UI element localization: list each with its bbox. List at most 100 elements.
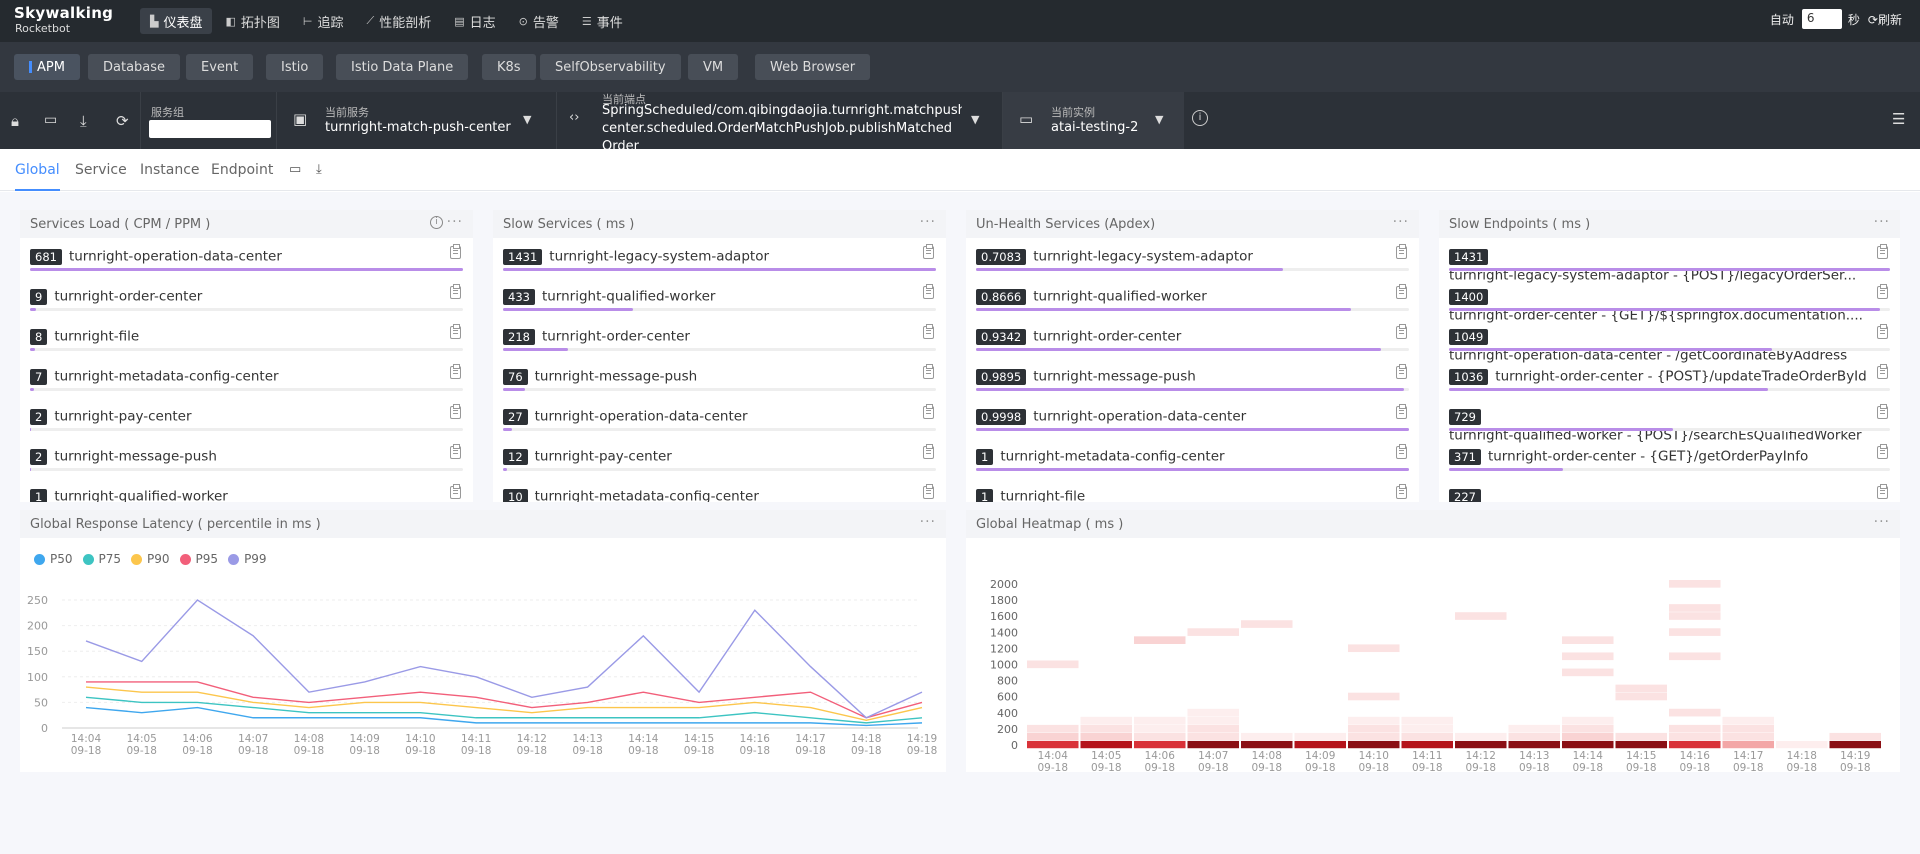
list-item[interactable]: 729 turnright-qualified-worker - {POST}/s…: [1439, 398, 1900, 444]
more-icon[interactable]: ···: [1873, 514, 1890, 530]
list-item[interactable]: 1 turnright-file: [966, 478, 1419, 502]
list-item[interactable]: 1 turnright-metadata-config-center: [966, 438, 1419, 478]
clipboard-icon[interactable]: [923, 444, 934, 459]
list-item[interactable]: 2 turnright-pay-center: [20, 398, 473, 438]
clipboard-icon[interactable]: [450, 284, 461, 299]
clipboard-icon[interactable]: [1877, 324, 1888, 339]
clipboard-icon[interactable]: [450, 324, 461, 339]
list-item[interactable]: 681 turnright-operation-data-center: [20, 238, 473, 278]
service-selector[interactable]: ▣ 当前服务 turnright-match-push-center ▼: [276, 92, 546, 149]
legend-item[interactable]: P90: [131, 552, 170, 566]
nav-item-5[interactable]: ⊙ 告警: [509, 8, 569, 34]
folder-icon[interactable]: ▭: [289, 162, 302, 177]
refresh-button[interactable]: ⟳刷新: [1868, 11, 1902, 28]
refresh-interval-input[interactable]: 6: [1801, 9, 1842, 29]
nav-item-3[interactable]: ⟋ 性能剖析: [357, 8, 442, 34]
tag-3[interactable]: Istio: [266, 54, 324, 80]
clipboard-icon[interactable]: [1877, 404, 1888, 419]
tag-5[interactable]: K8s: [482, 54, 536, 80]
folder-icon[interactable]: ▭: [44, 112, 58, 128]
list-item[interactable]: 27 turnright-operation-data-center: [493, 398, 946, 438]
tag-4[interactable]: Istio Data Plane: [336, 54, 469, 80]
clipboard-icon[interactable]: [923, 484, 934, 499]
instance-selector[interactable]: ▭ 当前实例 atai-testing-2 ▼: [1002, 92, 1184, 149]
sidebar-toggle-icon[interactable]: ☰: [1892, 110, 1906, 128]
tab-service[interactable]: Service: [75, 162, 127, 178]
service-group-selector[interactable]: 服务组: [140, 92, 276, 149]
info-icon[interactable]: i: [430, 216, 443, 229]
download-icon[interactable]: ⤓: [80, 112, 87, 130]
legend-item[interactable]: P99: [228, 552, 267, 566]
clipboard-icon[interactable]: [450, 364, 461, 379]
reload-icon[interactable]: ⟳: [116, 112, 129, 130]
list-item[interactable]: 1049 turnright-operation-data-center - /g…: [1439, 318, 1900, 364]
clipboard-icon[interactable]: [1396, 404, 1407, 419]
list-item[interactable]: 76 turnright-message-push: [493, 358, 946, 398]
list-item[interactable]: 1036 turnright-order-center - {POST}/upda…: [1439, 358, 1900, 398]
tag-6[interactable]: SelfObservability: [540, 54, 681, 80]
more-icon[interactable]: ···: [919, 514, 936, 530]
list-item[interactable]: 1431 turnright-legacy-system-adaptor - {P…: [1439, 238, 1900, 284]
tab-global[interactable]: Global: [15, 162, 60, 191]
clipboard-icon[interactable]: [923, 244, 934, 259]
list-item[interactable]: 1400 turnright-order-center - {GET}/${spr…: [1439, 278, 1900, 324]
clipboard-icon[interactable]: [1396, 444, 1407, 459]
list-item[interactable]: 218 turnright-order-center: [493, 318, 946, 358]
clipboard-icon[interactable]: [450, 484, 461, 499]
clipboard-icon[interactable]: [450, 404, 461, 419]
tag-1[interactable]: Database: [88, 54, 181, 80]
tab-endpoint[interactable]: Endpoint: [211, 162, 274, 178]
nav-item-2[interactable]: ⊢ 追踪: [293, 8, 354, 34]
list-item[interactable]: 9 turnright-order-center: [20, 278, 473, 318]
list-item[interactable]: 227turnright-metadata-config-center - /b…: [1439, 478, 1900, 502]
endpoint-selector[interactable]: ‹› 当前端点 SpringScheduled/com.qibingdaojia…: [556, 92, 1000, 149]
clipboard-icon[interactable]: [1396, 324, 1407, 339]
clipboard-icon[interactable]: [450, 444, 461, 459]
more-icon[interactable]: ···: [446, 214, 463, 230]
clipboard-icon[interactable]: [1877, 484, 1888, 499]
nav-item-6[interactable]: ☰ 事件: [572, 8, 633, 34]
list-item[interactable]: 433 turnright-qualified-worker: [493, 278, 946, 318]
clipboard-icon[interactable]: [1396, 484, 1407, 499]
lock-icon[interactable]: 🔒︎: [11, 112, 19, 130]
list-item[interactable]: 10 turnright-metadata-config-center: [493, 478, 946, 502]
tag-0[interactable]: APM: [14, 54, 80, 80]
tab-instance[interactable]: Instance: [140, 162, 200, 178]
clipboard-icon[interactable]: [923, 284, 934, 299]
clipboard-icon[interactable]: [923, 364, 934, 379]
info-icon[interactable]: i: [1192, 110, 1208, 126]
legend-item[interactable]: P75: [82, 552, 121, 566]
tag-7[interactable]: VM: [688, 54, 739, 80]
tag-2[interactable]: Event: [186, 54, 254, 80]
clipboard-icon[interactable]: [450, 244, 461, 259]
list-item[interactable]: 7 turnright-metadata-config-center: [20, 358, 473, 398]
app-logo[interactable]: Skywalking Rocketbot: [14, 5, 114, 39]
nav-item-1[interactable]: ◧ 拓扑图: [215, 8, 289, 34]
tag-8[interactable]: Web Browser: [755, 54, 871, 80]
list-item[interactable]: 1431 turnright-legacy-system-adaptor: [493, 238, 946, 278]
list-item[interactable]: 2 turnright-message-push: [20, 438, 473, 478]
list-item[interactable]: 0.8666 turnright-qualified-worker: [966, 278, 1419, 318]
clipboard-icon[interactable]: [1396, 284, 1407, 299]
list-item[interactable]: 0.9895 turnright-message-push: [966, 358, 1419, 398]
more-icon[interactable]: ···: [919, 214, 936, 230]
more-icon[interactable]: ···: [1392, 214, 1409, 230]
nav-item-4[interactable]: ▤ 日志: [444, 8, 505, 34]
list-item[interactable]: 8 turnright-file: [20, 318, 473, 358]
nav-item-0[interactable]: ▙ 仪表盘: [140, 8, 213, 34]
legend-item[interactable]: P50: [34, 552, 73, 566]
service-group-input[interactable]: [149, 120, 271, 138]
list-item[interactable]: 12 turnright-pay-center: [493, 438, 946, 478]
list-item[interactable]: 0.9342 turnright-order-center: [966, 318, 1419, 358]
clipboard-icon[interactable]: [1396, 244, 1407, 259]
clipboard-icon[interactable]: [923, 324, 934, 339]
list-item[interactable]: 0.7083 turnright-legacy-system-adaptor: [966, 238, 1419, 278]
download-icon[interactable]: ⤓: [316, 162, 322, 177]
clipboard-icon[interactable]: [1877, 444, 1888, 459]
list-item[interactable]: 0.9998 turnright-operation-data-center: [966, 398, 1419, 438]
more-icon[interactable]: ···: [1873, 214, 1890, 230]
clipboard-icon[interactable]: [1877, 244, 1888, 259]
clipboard-icon[interactable]: [1877, 364, 1888, 379]
legend-item[interactable]: P95: [179, 552, 218, 566]
clipboard-icon[interactable]: [923, 404, 934, 419]
